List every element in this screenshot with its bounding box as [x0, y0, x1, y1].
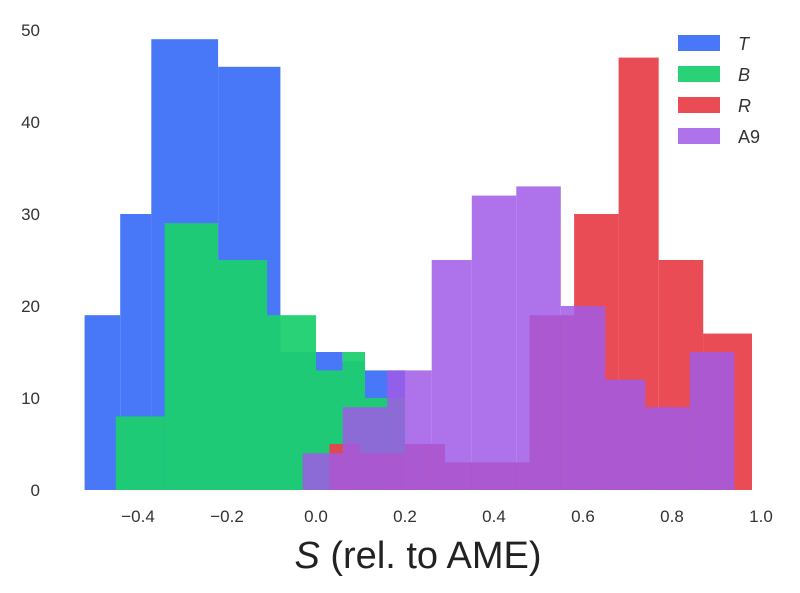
bar-b-0 [115, 416, 165, 490]
x-tick-label: −0.2 [210, 507, 244, 526]
legend-label-a9: A9 [738, 127, 760, 147]
x-tick-label: 0.2 [393, 507, 417, 526]
x-tick-label: 0.0 [304, 507, 328, 526]
y-tick-label: 0 [31, 481, 40, 500]
bar-t-0 [84, 315, 121, 490]
histogram-bars [84, 39, 752, 491]
x-axis-ticks: −0.4 −0.2 0.0 0.2 0.4 0.6 0.8 1.0 [121, 507, 773, 526]
legend: TBR A9 [678, 34, 760, 147]
bar-a9-6 [560, 306, 606, 490]
x-tick-label: −0.4 [121, 507, 155, 526]
x-tick-label: 0.8 [660, 507, 684, 526]
x-tick-label: 0.4 [482, 507, 506, 526]
legend-swatch-a9 [678, 128, 720, 144]
bar-a9-8 [645, 407, 690, 490]
bar-a9-0 [302, 453, 343, 490]
x-axis-label: S (rel. to AME) [294, 535, 541, 577]
series-a9-bars [302, 186, 735, 490]
bar-b-1 [164, 223, 219, 490]
bar-a9-3 [431, 260, 472, 490]
x-axis-label-symbol: S [294, 535, 319, 577]
x-tick-label: 1.0 [749, 507, 773, 526]
bar-a9-1 [342, 407, 388, 490]
y-tick-label: 40 [21, 113, 40, 132]
y-tick-label: 20 [21, 297, 40, 316]
legend-swatch-t [678, 35, 720, 51]
x-tick-label: 0.6 [571, 507, 595, 526]
y-tick-label: 10 [21, 389, 40, 408]
legend-swatch-b [678, 66, 720, 82]
y-axis-ticks: 0 10 20 30 40 50 [21, 21, 40, 500]
bar-a9-7 [605, 379, 646, 490]
bar-a9-9 [689, 352, 735, 490]
legend-label-t: T [738, 34, 751, 54]
bar-a9-2 [387, 370, 432, 490]
legend-label-r: R [738, 96, 751, 116]
y-tick-label: 50 [21, 21, 40, 40]
bar-a9-4 [471, 195, 517, 490]
bar-a9-5 [516, 186, 561, 490]
bar-b-2 [218, 260, 268, 490]
legend-label-b: B [738, 65, 750, 85]
y-tick-label: 30 [21, 205, 40, 224]
x-axis-label-text: (rel. to AME) [320, 535, 542, 577]
legend-swatch-r [678, 97, 720, 113]
